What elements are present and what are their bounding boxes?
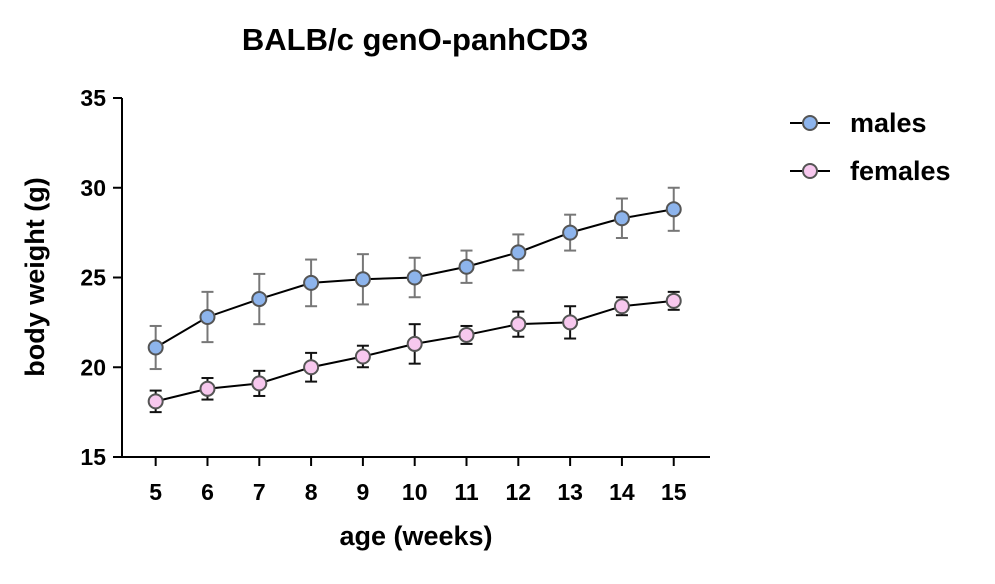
data-point [613, 210, 630, 227]
data-point [406, 335, 423, 352]
x-tick-label: 5 [149, 479, 162, 505]
y-tick-label: 20 [80, 354, 106, 380]
legend-label: males [850, 108, 927, 138]
y-axis-label: body weight (g) [20, 177, 50, 376]
data-point [458, 326, 475, 343]
data-point [354, 348, 371, 365]
x-tick-label: 8 [305, 479, 318, 505]
x-tick-label: 15 [661, 479, 687, 505]
legend-item-females: females [790, 156, 951, 186]
legend-marker [802, 163, 818, 179]
data-point [251, 291, 268, 308]
x-tick-label: 10 [402, 479, 428, 505]
x-tick-label: 14 [609, 479, 635, 505]
data-point [510, 316, 527, 333]
y-tick-label: 25 [80, 265, 106, 291]
data-point [458, 258, 475, 275]
data-point [303, 359, 320, 376]
legend-marker [802, 115, 818, 131]
data-point [665, 292, 682, 309]
legend: males females [790, 108, 951, 186]
x-tick-label: 13 [557, 479, 583, 505]
x-tick-label: 9 [357, 479, 370, 505]
data-point [406, 269, 423, 286]
data-point [147, 393, 164, 410]
x-tick-label: 6 [201, 479, 214, 505]
legend-item-males: males [790, 108, 927, 138]
data-point [251, 375, 268, 392]
data-point [147, 339, 164, 356]
series-females [147, 290, 682, 414]
data-point [562, 224, 579, 241]
y-tick-label: 30 [80, 175, 106, 201]
y-tick-label: 15 [80, 444, 106, 470]
series-males [147, 186, 682, 371]
axes: 15 20 25 30 35 5 6 7 8 9 10 11 12 13 14 15 [80, 85, 710, 505]
data-point [199, 308, 216, 325]
y-tick-label: 35 [80, 85, 106, 111]
x-tick-label: 11 [454, 479, 479, 505]
data-point [199, 380, 216, 397]
x-tick-label: 12 [506, 479, 532, 505]
legend-label: females [850, 156, 951, 186]
data-point [613, 298, 630, 315]
data-point [354, 271, 371, 288]
x-tick-label: 7 [253, 479, 266, 505]
chart-title: BALB/c genO-panhCD3 [242, 22, 588, 57]
plot-area [147, 186, 682, 414]
x-axis-label: age (weeks) [339, 521, 492, 551]
data-point [562, 314, 579, 331]
data-point [303, 274, 320, 291]
data-point [510, 244, 527, 261]
data-point [665, 201, 682, 218]
